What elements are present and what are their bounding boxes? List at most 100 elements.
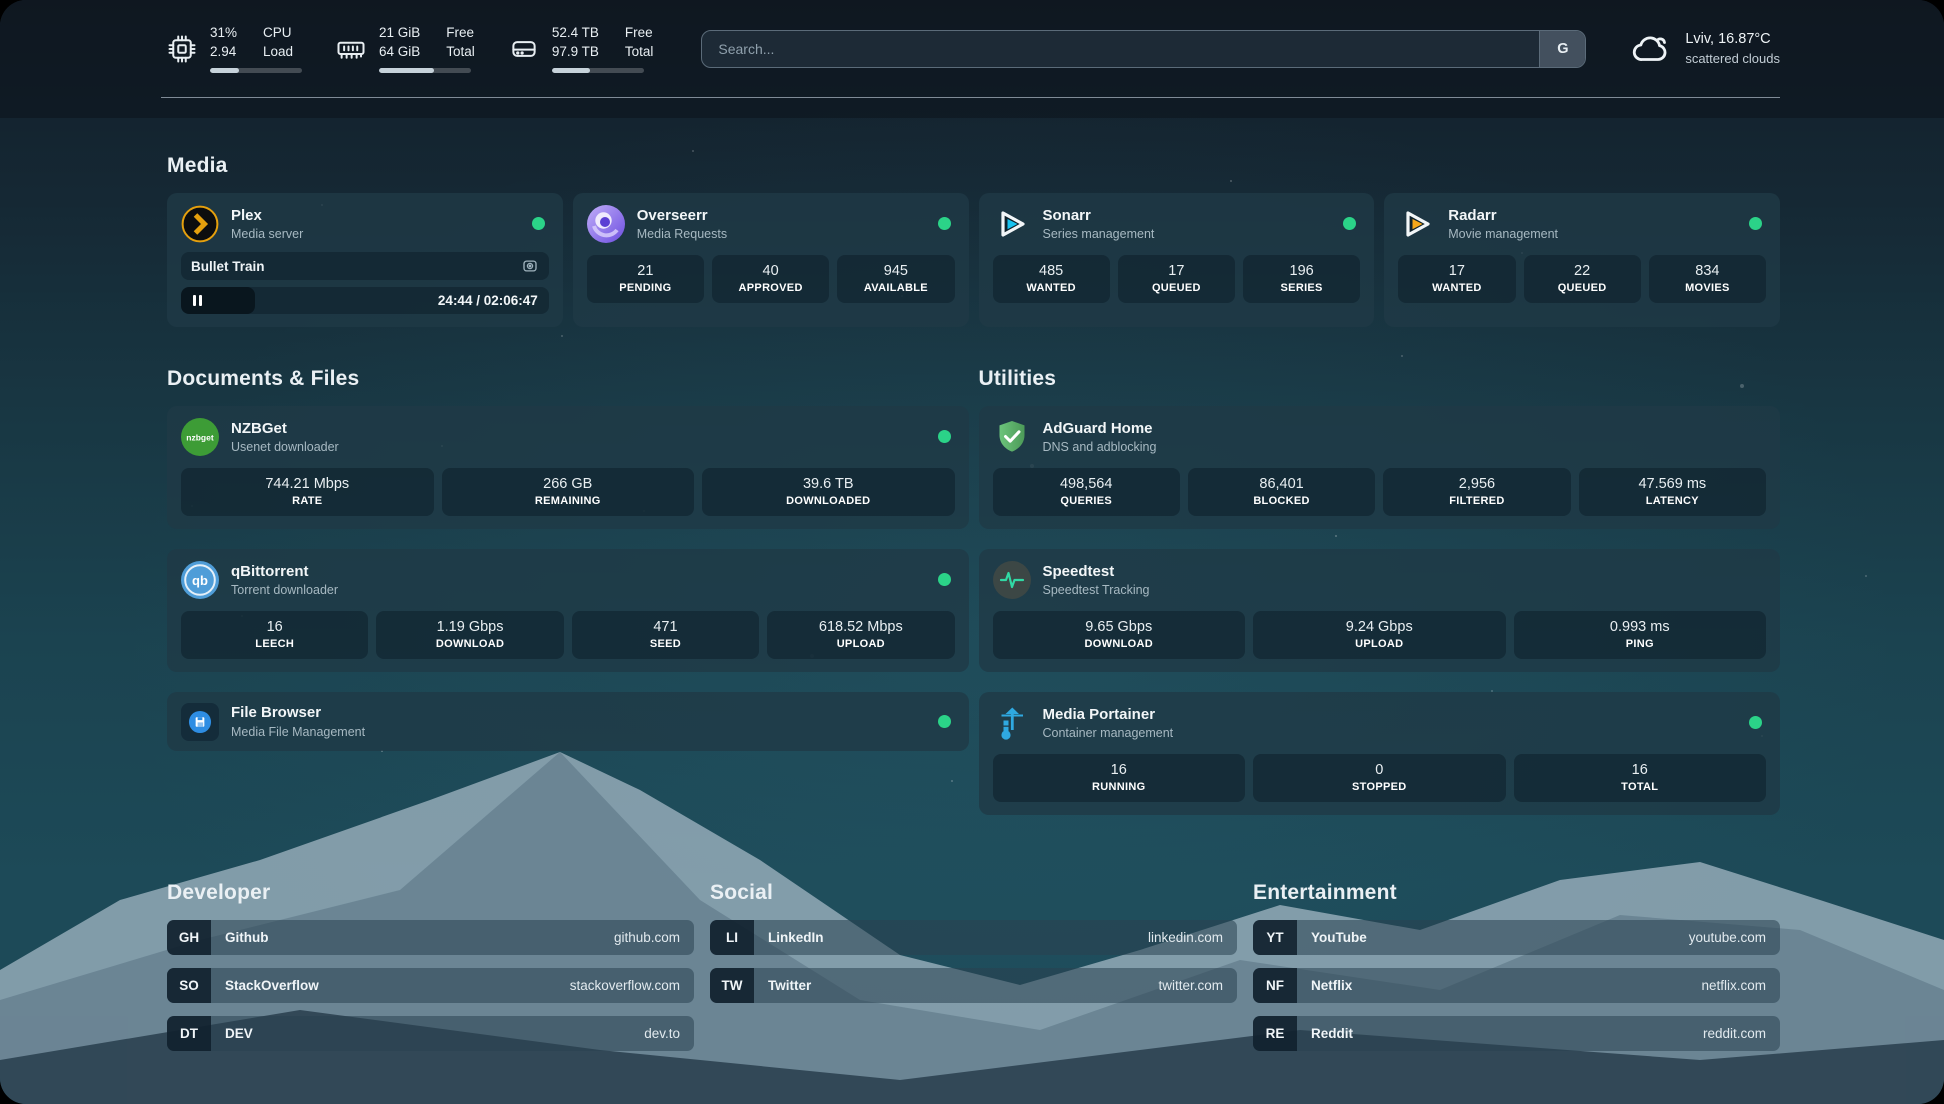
section-developer: Developer GH Github github.com SO StackO… [167, 881, 694, 1051]
link-github[interactable]: GH Github github.com [167, 920, 694, 955]
link-dev[interactable]: DT DEV dev.to [167, 1016, 694, 1051]
stat-available: 945 AVAILABLE [837, 255, 955, 303]
metric-disk: 52.4 TB 97.9 TB Free Total [509, 24, 654, 73]
card-sonarr[interactable]: Sonarr Series management 485 WANTED 1 [978, 193, 1375, 327]
overseerr-icon [586, 205, 625, 243]
memory-icon [337, 41, 365, 59]
card-qbittorrent[interactable]: qb qBittorrent Torrent downloader [167, 549, 969, 672]
app-name: NZBGet [231, 419, 287, 437]
memory-total-value: 64 GiB [379, 44, 421, 59]
link-name: Netflix [1311, 978, 1353, 993]
app-subtitle: Series management [1042, 227, 1155, 242]
link-name: StackOverflow [225, 978, 319, 993]
link-twitter[interactable]: TW Twitter twitter.com [710, 968, 1237, 1003]
app-name: Plex [231, 206, 262, 224]
app-subtitle: DNS and adblocking [1042, 440, 1157, 455]
app-subtitle: Usenet downloader [231, 440, 339, 455]
app-subtitle: Movie management [1448, 227, 1559, 242]
status-dot [937, 217, 951, 230]
section-title-developer: Developer [167, 881, 271, 904]
filebrowser-icon [188, 710, 212, 733]
card-filebrowser[interactable]: File Browser Media File Management [167, 692, 969, 751]
card-radarr[interactable]: Radarr Movie management 17 WANTED 22 [1384, 193, 1780, 327]
app-subtitle: Container management [1042, 726, 1174, 741]
metric-cpu: 31% 2.94 CPU Load [167, 24, 302, 73]
card-adguard[interactable]: AdGuard Home DNS and adblocking 498,564 … [978, 406, 1780, 529]
link-name: LinkedIn [768, 930, 824, 945]
cpu-usage-label: CPU [263, 25, 292, 41]
disk-total-label: Total [624, 44, 654, 59]
status-dot [1343, 217, 1357, 230]
status-dot [937, 573, 951, 586]
metric-memory: 21 GiB 64 GiB Free Total [336, 24, 475, 73]
app-subtitle: Media Requests [636, 227, 728, 242]
link-linkedin[interactable]: LI LinkedIn linkedin.com [710, 920, 1237, 955]
stat-blocked: 86,401 BLOCKED [1187, 468, 1376, 516]
stat-stopped: 0 STOPPED [1253, 754, 1506, 802]
stat-queued: 22 QUEUED [1523, 255, 1641, 303]
card-plex[interactable]: Plex Media server Bullet Train [167, 193, 563, 327]
section-title-media: Media [167, 154, 228, 177]
memory-free-label: Free [446, 25, 475, 41]
cloud-icon [1633, 36, 1667, 61]
cpu-progress-bar [210, 67, 302, 73]
search-bar: G [701, 29, 1587, 68]
disk-total-value: 97.9 TB [551, 44, 599, 59]
search-engine-button[interactable]: G [1539, 30, 1586, 67]
stat-wanted: 17 WANTED [1398, 255, 1516, 303]
svg-text:nzbget: nzbget [186, 433, 214, 443]
link-abbr: TW [710, 968, 754, 1003]
app-name: qBittorrent [231, 562, 309, 580]
stat-seed: 471 SEED [571, 611, 760, 659]
link-reddit[interactable]: RE Reddit reddit.com [1253, 1016, 1780, 1051]
weather-widget: Lviv, 16.87°C scattered clouds [1630, 28, 1780, 70]
app-subtitle: Media File Management [231, 724, 366, 739]
app-name: Speedtest [1042, 562, 1115, 580]
disk-free-label: Free [624, 25, 653, 41]
stat-download: 9.65 Gbps DOWNLOAD [992, 611, 1245, 659]
link-name: Github [225, 930, 269, 945]
stat-downloaded: 39.6 TB DOWNLOADED [702, 468, 955, 516]
svg-text:qb: qb [192, 573, 208, 588]
section-title-social: Social [710, 881, 774, 904]
radarr-icon [1406, 211, 1430, 237]
link-abbr: SO [167, 968, 211, 1003]
link-youtube[interactable]: YT YouTube youtube.com [1253, 920, 1780, 955]
link-netflix[interactable]: NF Netflix netflix.com [1253, 968, 1780, 1003]
playback-time: 24:44 / 02:06:47 [437, 293, 538, 308]
stat-wanted: 485 WANTED [992, 255, 1110, 303]
card-overseerr[interactable]: Overseerr Media Requests 21 PENDING 4 [572, 193, 969, 327]
card-nzbget[interactable]: nzbget NZBGet Usenet downloader 7 [167, 406, 969, 529]
card-speedtest[interactable]: Speedtest Speedtest Tracking 9.65 Gbps D… [978, 549, 1780, 672]
stat-running: 16 RUNNING [992, 754, 1245, 802]
section-utilities: Utilities [978, 367, 1780, 815]
link-abbr: RE [1253, 1016, 1297, 1051]
stat-leech: 16 LEECH [181, 611, 369, 659]
link-name: YouTube [1311, 930, 1367, 945]
app-name: Media Portainer [1042, 705, 1156, 723]
link-abbr: YT [1253, 920, 1297, 955]
app-name: AdGuard Home [1042, 419, 1153, 437]
status-dot [1749, 716, 1762, 729]
memory-total-label: Total [446, 44, 475, 59]
stat-remaining: 266 GB REMAINING [441, 468, 694, 516]
now-playing-title: Bullet Train [191, 258, 265, 274]
disk-icon [512, 40, 536, 57]
search-input[interactable] [701, 29, 1587, 68]
status-dot [531, 217, 545, 230]
section-entertainment: Entertainment YT YouTube youtube.com NF … [1253, 881, 1780, 1051]
stat-queued: 17 QUEUED [1117, 255, 1235, 303]
speedtest-icon [992, 561, 1031, 599]
link-url: linkedin.com [1147, 930, 1223, 945]
app-name: Sonarr [1042, 206, 1091, 224]
card-portainer[interactable]: Media Portainer Container management 16 … [978, 692, 1780, 815]
link-url: twitter.com [1158, 978, 1223, 993]
weather-condition: scattered clouds [1685, 50, 1780, 66]
link-abbr: NF [1253, 968, 1297, 1003]
pause-button[interactable] [193, 295, 202, 306]
stat-ping: 0.993 ms PING [1513, 611, 1766, 659]
link-abbr: GH [167, 920, 211, 955]
top-bar: 31% 2.94 CPU Load [0, 0, 1944, 97]
link-stackoverflow[interactable]: SO StackOverflow stackoverflow.com [167, 968, 694, 1003]
